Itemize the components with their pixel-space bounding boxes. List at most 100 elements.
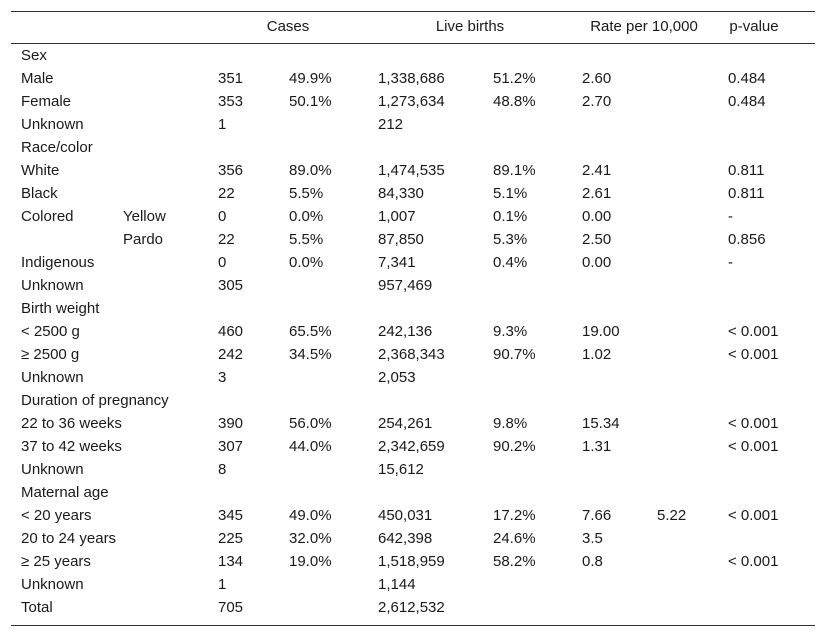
cell-births: 450,031 <box>378 507 432 524</box>
cell-births-pct: 24.6% <box>493 530 536 547</box>
cell-births: 1,273,634 <box>378 93 445 110</box>
cell-births-pct: 0.4% <box>493 254 527 271</box>
cell-cases: 305 <box>218 277 243 294</box>
cell-births: 87,850 <box>378 231 424 248</box>
cell-label: Female <box>21 93 71 110</box>
cell-rate: 1.02 <box>582 346 611 363</box>
cell-cases-pct: 0.0% <box>289 208 323 225</box>
cell-label: 20 to 24 years <box>21 530 116 547</box>
cell-rate: 15.34 <box>582 415 620 432</box>
cell-births-pct: 90.2% <box>493 438 536 455</box>
cell-cases: 356 <box>218 162 243 179</box>
cell-cases-pct: 65.5% <box>289 323 332 340</box>
cell-births: 1,338,686 <box>378 70 445 87</box>
cell-cases-pct: 5.5% <box>289 231 323 248</box>
cell-label: Birth weight <box>21 300 100 317</box>
cell-cases: 134 <box>218 553 243 570</box>
cell-births: 2,368,343 <box>378 346 445 363</box>
cell-rate: 0.00 <box>582 208 611 225</box>
cell-cases: 8 <box>218 461 226 478</box>
cell-rate: 1.31 <box>582 438 611 455</box>
cell-label: Unknown <box>21 277 84 294</box>
cell-label: Unknown <box>21 369 84 386</box>
cell-cases: 225 <box>218 530 243 547</box>
cell-p: 0.811 <box>728 185 764 202</box>
cell-label: Maternal age <box>21 484 109 501</box>
cell-rate: 0.00 <box>582 254 611 271</box>
cell-births-pct: 5.3% <box>493 231 527 248</box>
cell-cases-pct: 34.5% <box>289 346 332 363</box>
cell-sub: Yellow <box>123 208 166 225</box>
cell-births: 84,330 <box>378 185 424 202</box>
column-header: Rate per 10,000 <box>590 18 698 35</box>
cell-rate: 2.50 <box>582 231 611 248</box>
cell-label: 22 to 36 weeks <box>21 415 122 432</box>
cell-rate: 19.00 <box>582 323 620 340</box>
cell-cases: 0 <box>218 254 226 271</box>
cell-cases-pct: 89.0% <box>289 162 332 179</box>
cell-cases: 0 <box>218 208 226 225</box>
cell-cases-pct: 19.0% <box>289 553 332 570</box>
cell-label: Unknown <box>21 576 84 593</box>
cell-rate: 2.60 <box>582 70 611 87</box>
cell-rate: 2.61 <box>582 185 611 202</box>
cell-births-pct: 58.2% <box>493 553 536 570</box>
cell-births: 957,469 <box>378 277 432 294</box>
cell-cases: 22 <box>218 185 235 202</box>
cell-births: 1,474,535 <box>378 162 445 179</box>
cell-label: < 20 years <box>21 507 91 524</box>
cell-cases: 705 <box>218 599 243 616</box>
cell-births: 15,612 <box>378 461 424 478</box>
cell-births-pct: 51.2% <box>493 70 536 87</box>
cell-cases: 1 <box>218 576 226 593</box>
cell-p: < 0.001 <box>728 553 778 570</box>
cell-cases: 390 <box>218 415 243 432</box>
cell-label: Race/color <box>21 139 93 156</box>
cell-cases: 307 <box>218 438 243 455</box>
cell-label: Total <box>21 599 53 616</box>
cell-births: 254,261 <box>378 415 432 432</box>
cell-p: - <box>728 254 733 271</box>
cell-births: 242,136 <box>378 323 432 340</box>
cell-p: - <box>728 208 733 225</box>
cell-label: Male <box>21 70 54 87</box>
cell-p: 0.811 <box>728 162 764 179</box>
cell-rate: 0.8 <box>582 553 603 570</box>
cell-cases-pct: 50.1% <box>289 93 332 110</box>
cell-births: 212 <box>378 116 403 133</box>
cell-cases-pct: 49.9% <box>289 70 332 87</box>
cell-births-pct: 0.1% <box>493 208 527 225</box>
cell-label: Unknown <box>21 116 84 133</box>
column-header: p-value <box>729 18 778 35</box>
cell-label: Unknown <box>21 461 84 478</box>
cell-cases: 3 <box>218 369 226 386</box>
cell-label: White <box>21 162 59 179</box>
cell-rate2: 5.22 <box>657 507 686 524</box>
cell-births-pct: 48.8% <box>493 93 536 110</box>
cell-p: 0.484 <box>728 93 766 110</box>
cell-label: Sex <box>21 47 47 64</box>
cell-label: Black <box>21 185 58 202</box>
cell-cases-pct: 56.0% <box>289 415 332 432</box>
cell-p: < 0.001 <box>728 323 778 340</box>
cell-births-pct: 9.8% <box>493 415 527 432</box>
cell-cases-pct: 5.5% <box>289 185 323 202</box>
cell-cases: 22 <box>218 231 235 248</box>
cell-births-pct: 17.2% <box>493 507 536 524</box>
cell-rate: 7.66 <box>582 507 611 524</box>
cell-cases: 242 <box>218 346 243 363</box>
cell-sub: Pardo <box>123 231 163 248</box>
cell-cases: 460 <box>218 323 243 340</box>
cell-label: < 2500 g <box>21 323 80 340</box>
cell-births: 2,612,532 <box>378 599 445 616</box>
cell-cases: 353 <box>218 93 243 110</box>
cell-label: ≥ 25 years <box>21 553 91 570</box>
cell-p: < 0.001 <box>728 438 778 455</box>
cell-rate: 2.41 <box>582 162 611 179</box>
cell-cases-pct: 49.0% <box>289 507 332 524</box>
cell-label: Duration of pregnancy <box>21 392 169 409</box>
cell-cases: 1 <box>218 116 226 133</box>
cell-label: Colored <box>21 208 74 225</box>
cell-p: < 0.001 <box>728 507 778 524</box>
